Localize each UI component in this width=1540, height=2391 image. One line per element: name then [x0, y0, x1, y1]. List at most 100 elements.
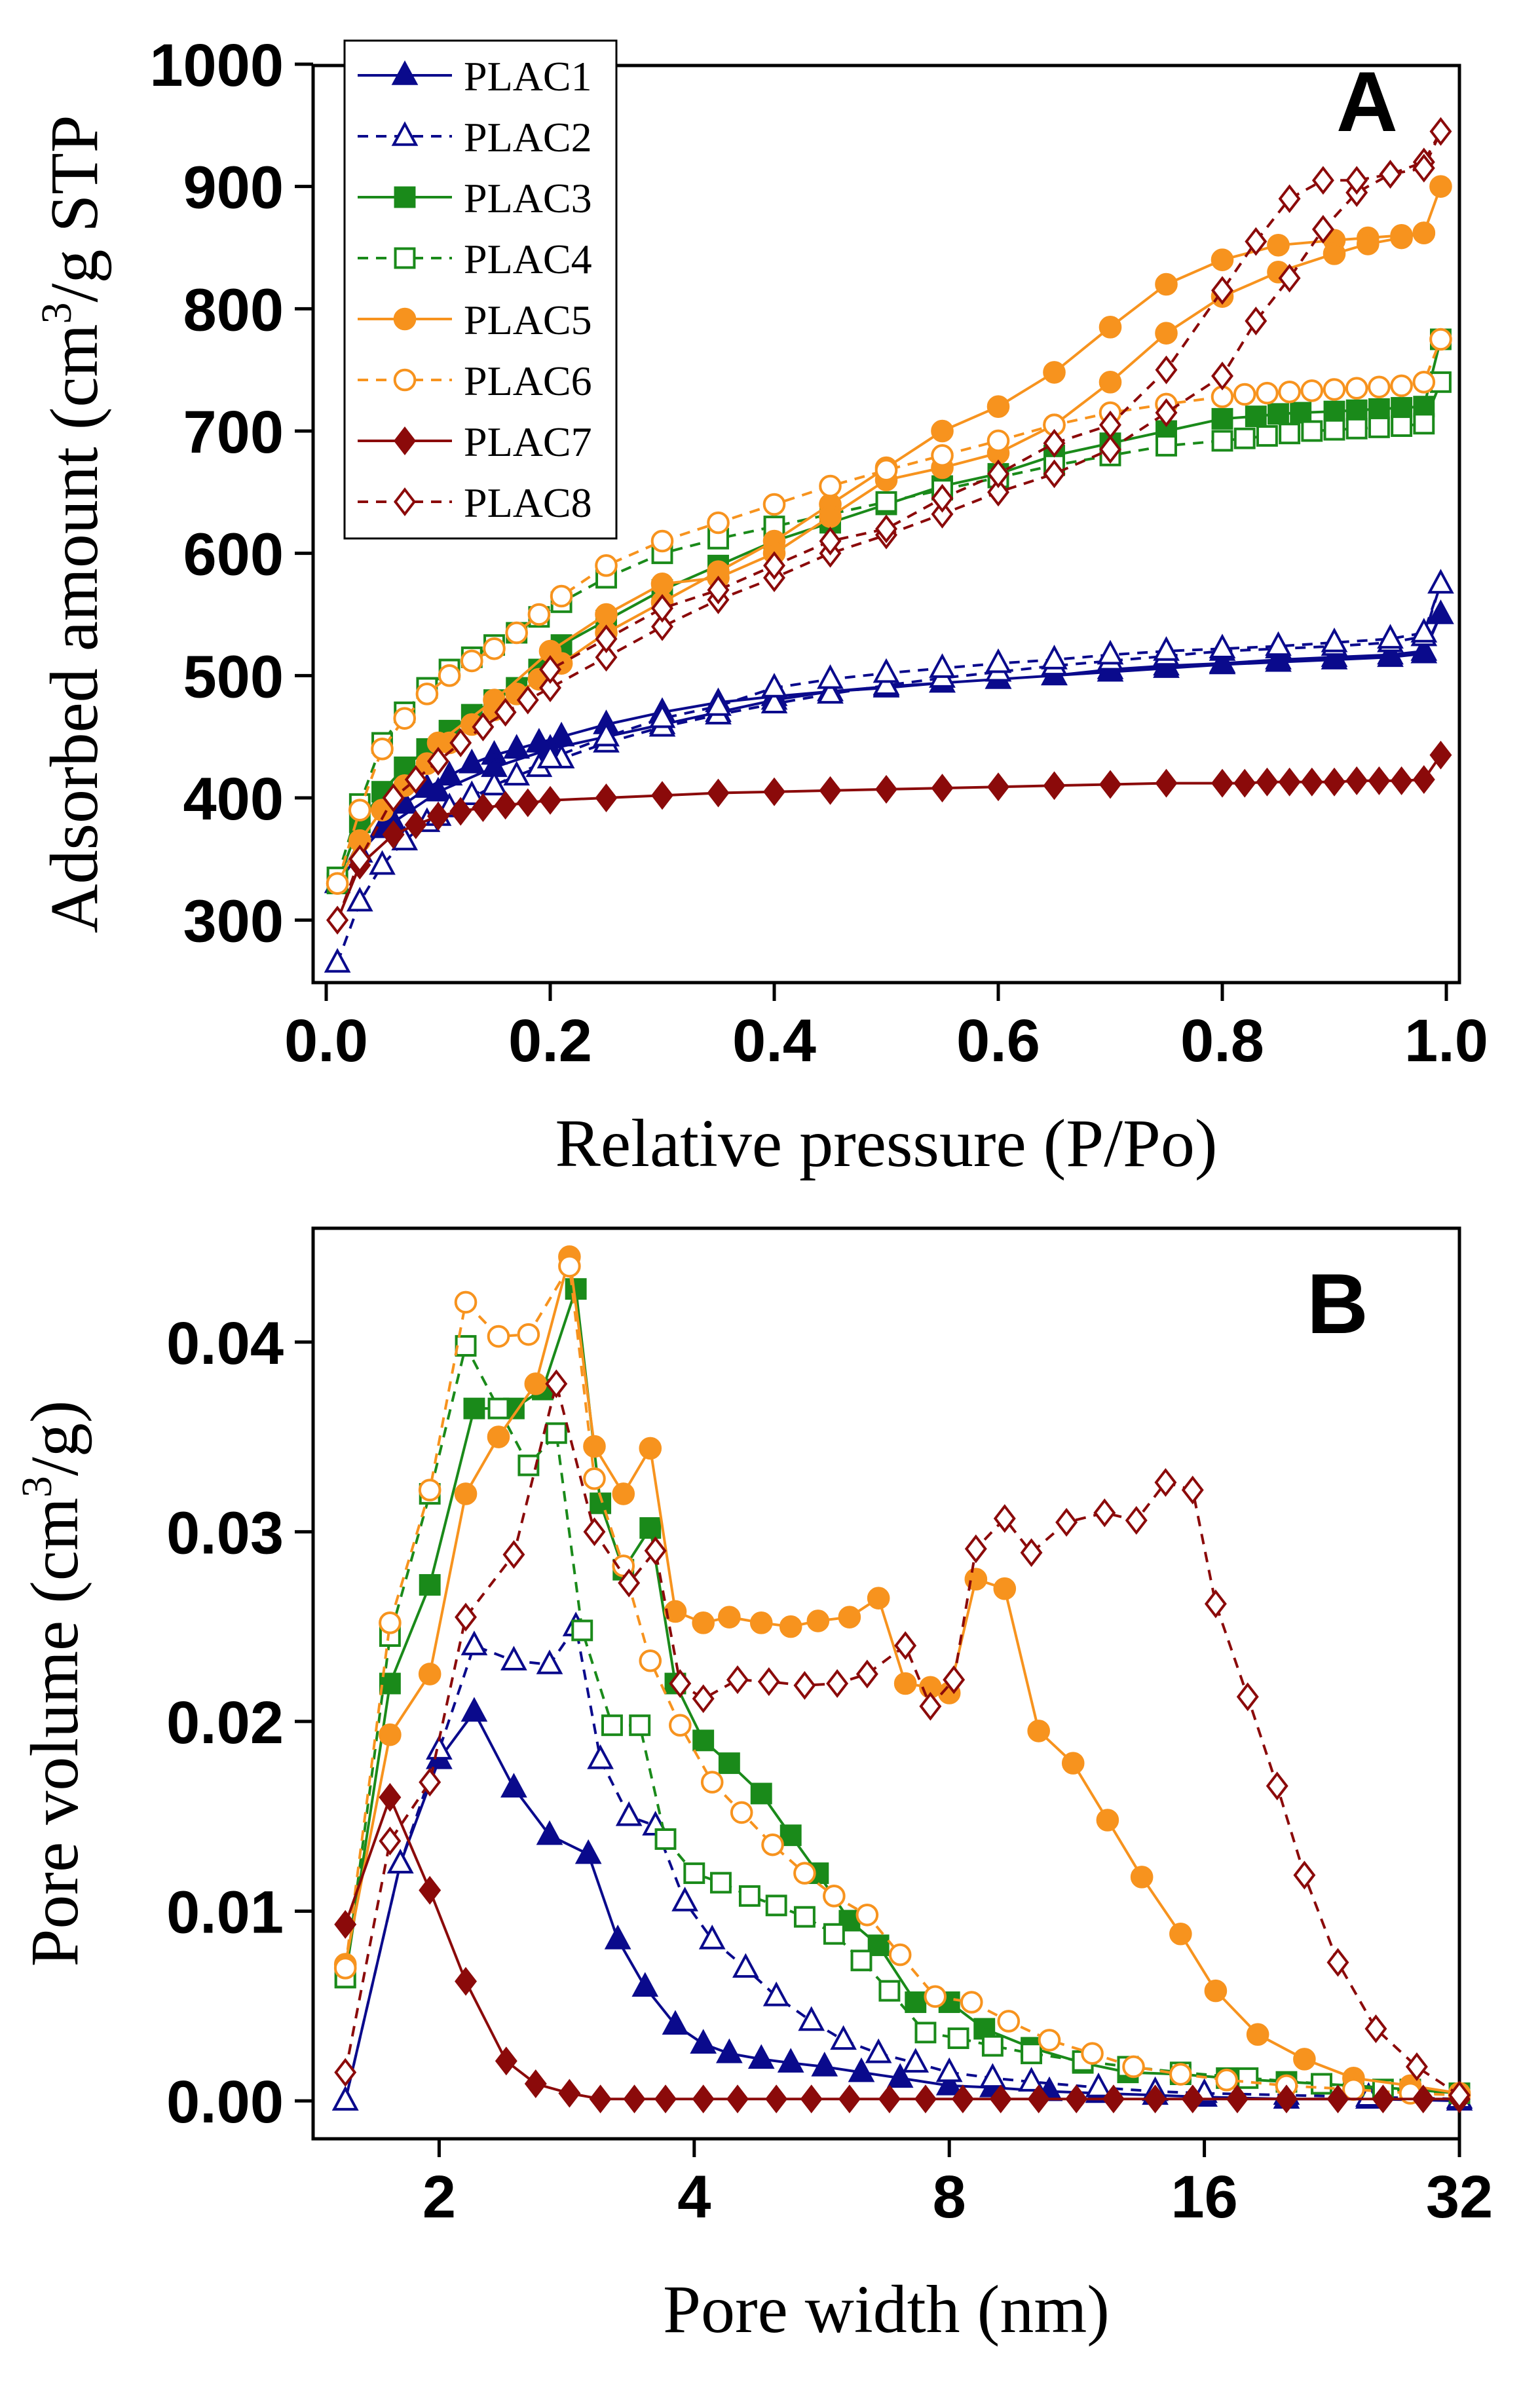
panel-b-point-plac4 — [823, 1923, 845, 1945]
panel-a-point-plac7 — [875, 774, 897, 804]
panel-a-point-plac2 — [593, 721, 620, 747]
panel-a-ytick-label: 700 — [183, 399, 284, 466]
panel-b-point-plac7 — [765, 2084, 788, 2114]
panel-b-point-plac3 — [639, 1517, 662, 1539]
panel-b-point-plac4 — [1237, 2067, 1259, 2089]
panel-a-point-plac6 — [1278, 380, 1301, 404]
panel-b-point-plac4 — [738, 1885, 761, 1907]
panel-b-series-plac4 — [334, 1335, 1471, 2104]
panel-b-point-plac8 — [1181, 1475, 1204, 1505]
panel-b-point-plac7 — [495, 2046, 517, 2076]
panel-a-point-plac7 — [404, 810, 427, 840]
panel-b-point-plac5 — [893, 1672, 917, 1695]
panel-a-point-plac3 — [1268, 403, 1289, 425]
panel-b-xtick-label: 32 — [1426, 2164, 1493, 2231]
panel-a-point-plac2 — [1265, 631, 1292, 656]
panel-a-point-plac2 — [458, 780, 485, 806]
panel-b-point-plac8 — [757, 1667, 780, 1697]
panel-b-point-plac8 — [419, 1767, 441, 1797]
panel-b-point-plac8 — [692, 1684, 715, 1714]
panel-a-point-plac5 — [1155, 322, 1178, 345]
panel-a-point-plac5 — [1155, 273, 1178, 296]
panel-a-point-plac8 — [1311, 215, 1334, 244]
panel-a-point-plac7 — [1278, 767, 1301, 797]
panel-a-point-plac8 — [1245, 227, 1268, 256]
panel-b-point-plac7 — [379, 1782, 402, 1812]
panel-b-point-plac6 — [730, 1801, 753, 1824]
panel-b-point-plac5 — [487, 1425, 510, 1448]
panel-b-ytick-label: 0.04 — [166, 1310, 284, 1377]
panel-b-point-plac1 — [848, 2057, 875, 2082]
panel-b-point-plac5 — [454, 1482, 478, 1505]
panel-a-point-plac6 — [1412, 371, 1436, 394]
panel-b-point-plac6 — [1081, 2042, 1104, 2065]
panel-b-ylabel-main: Pore volume (cm — [17, 1497, 92, 1967]
panel-a-point-plac8 — [1345, 166, 1368, 195]
panel-b-point-plac8 — [1020, 1538, 1043, 1568]
panel-b-point-plac5 — [583, 1435, 606, 1458]
panel-a-point-plac8 — [1278, 184, 1301, 214]
panel-b-point-plac4 — [914, 2022, 937, 2044]
panel-b-point-plac6 — [454, 1290, 478, 1314]
panel-a-point-plac7 — [1099, 770, 1121, 799]
panel-a-point-plac4 — [1233, 427, 1256, 449]
panel-a-point-plac1 — [1209, 648, 1236, 673]
panel-b-point-plac4 — [850, 1949, 873, 1972]
panel-b-point-plac2 — [426, 1735, 453, 1760]
panel-b-point-plac5 — [612, 1482, 635, 1505]
panel-a-point-plac7 — [382, 820, 405, 849]
panel-a-ytick-label: 800 — [183, 276, 284, 343]
panel-b-point-plac2 — [1085, 2072, 1112, 2098]
panel-b-point-plac7 — [623, 2084, 646, 2114]
panel-a-ylabel-main: Adsorbed amount (cm — [37, 324, 112, 933]
panel-b-point-plac3 — [779, 1824, 802, 1847]
panel-a-ylabel-tail: /g STP — [37, 115, 112, 302]
panel-b-point-plac4 — [947, 2027, 969, 2049]
panel-a-point-plac8 — [516, 685, 539, 715]
panel-b-xtick-label: 4 — [677, 2164, 711, 2231]
panel-b-point-plac7 — [726, 2084, 749, 2114]
panel-b-point-plac2 — [979, 2063, 1006, 2088]
panel-b-point-plac1 — [886, 2063, 914, 2088]
panel-b-point-plac2 — [386, 1849, 414, 1873]
panel-b-point-plac2 — [762, 1981, 790, 2006]
panel-b-point-plac4 — [571, 1619, 593, 1642]
panel-b-point-plac5 — [639, 1437, 662, 1460]
panel-a-label: A — [1336, 54, 1398, 149]
panel-a-point-plac8 — [651, 593, 673, 623]
panel-a-point-plac2 — [1153, 636, 1180, 661]
panel-b-point-plac2 — [671, 1887, 698, 1911]
panel-a-point-plac8 — [1043, 459, 1066, 489]
panel-b-point-plac8 — [919, 1691, 942, 1721]
panel-a-point-plac8 — [449, 728, 472, 757]
panel-b-point-plac8 — [1055, 1507, 1078, 1537]
panel-b-point-plac4 — [793, 1906, 816, 1928]
panel-b-point-plac5 — [1169, 1922, 1192, 1946]
panel-b-point-plac6 — [517, 1323, 540, 1346]
panel-a-point-plac6 — [527, 603, 551, 626]
panel-a-point-plac2 — [1097, 639, 1124, 665]
panel-a-point-plac8 — [931, 483, 954, 513]
panel-b-line-plac5 — [344, 1256, 1460, 2095]
panel-a-point-plac2 — [481, 770, 508, 796]
panel-a-point-plac8 — [1211, 276, 1233, 305]
panel-a-ytick-label: 400 — [183, 766, 284, 833]
panel-b-point-plac5 — [664, 1600, 687, 1623]
panel-a-point-plac8 — [1429, 117, 1452, 146]
panel-b-point-plac8 — [1125, 1505, 1148, 1535]
panel-a-point-plac5 — [1429, 175, 1452, 198]
panel-a-point-plac7 — [494, 791, 517, 820]
panel-b-point-plac5 — [993, 1577, 1017, 1600]
legend-label-plac1: PLAC1 — [464, 53, 592, 100]
legend-marker-plac2 — [391, 121, 419, 146]
panel-b-point-plac6 — [1038, 2029, 1061, 2052]
panel-b-point-plac6 — [639, 1649, 662, 1672]
panel-b-point-plac3 — [419, 1573, 441, 1596]
panel-b-point-plac2 — [698, 1925, 726, 1949]
panel-b-point-plac1 — [777, 2048, 804, 2073]
panel-a-point-plac6 — [595, 554, 618, 577]
panel-b-ylabel-tail: /g) — [17, 1401, 92, 1477]
panel-a-point-plac1 — [1377, 639, 1404, 665]
panel-b-point-plac1 — [747, 2044, 775, 2069]
panel-a-point-plac2 — [761, 688, 788, 714]
